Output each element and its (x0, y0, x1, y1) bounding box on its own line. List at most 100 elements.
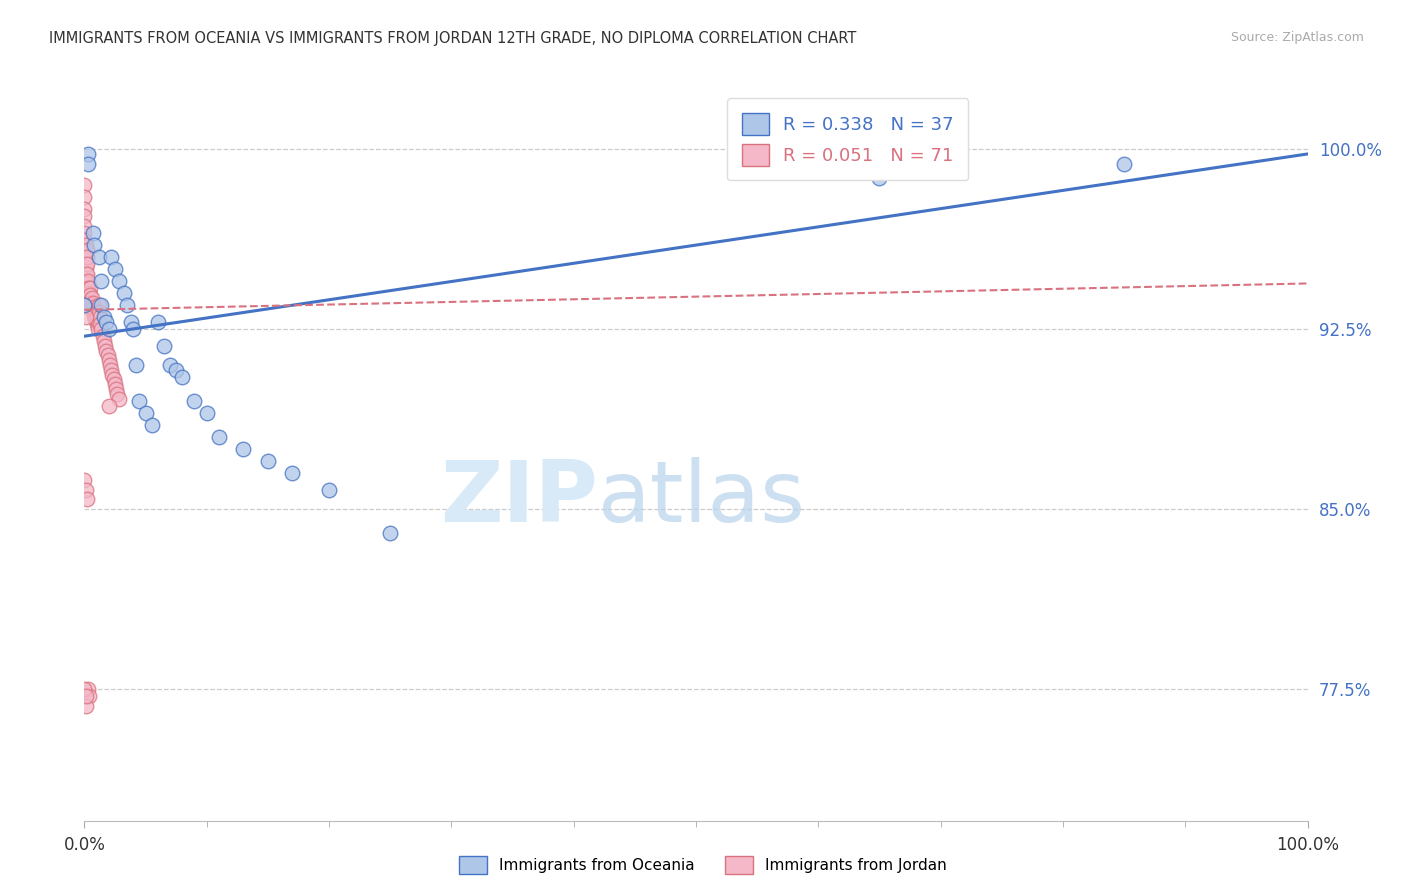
Point (83, 238, 105, 252)
Point (84, 312, 107, 326)
Point (141, 417, 163, 432)
Point (89, 317, 111, 331)
Point (97, 348, 120, 362)
Point (73, 190, 96, 204)
Point (75, 267, 97, 281)
Point (172, 370, 194, 384)
Point (75, 238, 97, 252)
Point (90, 298, 112, 312)
Point (281, 466, 304, 480)
Point (75, 483, 97, 497)
Point (73, 178, 96, 193)
Point (107, 274, 129, 288)
Point (75, 260, 97, 274)
Point (77, 295, 100, 310)
Legend: Immigrants from Oceania, Immigrants from Jordan: Immigrants from Oceania, Immigrants from… (453, 850, 953, 880)
Point (84, 305, 107, 319)
Point (122, 322, 145, 336)
Point (75, 698, 97, 713)
Point (82, 226, 104, 240)
Point (87, 250, 110, 264)
Point (75, 689, 97, 703)
Point (90, 322, 112, 336)
Point (73, 202, 96, 216)
Point (165, 363, 187, 377)
Point (100, 363, 122, 377)
Point (87, 322, 110, 336)
Point (97, 399, 120, 413)
Point (73, 298, 96, 312)
Point (100, 250, 122, 264)
Point (183, 394, 205, 409)
Point (75, 252, 97, 267)
Point (115, 298, 138, 312)
Point (87, 305, 110, 319)
Point (76, 243, 98, 257)
Text: Source: ZipAtlas.com: Source: ZipAtlas.com (1230, 31, 1364, 45)
Point (86, 310, 108, 324)
Point (80, 298, 103, 312)
Point (1114, 156, 1136, 170)
Point (79, 281, 101, 295)
Point (77, 281, 100, 295)
Point (77, 274, 100, 288)
Point (97, 353, 120, 368)
Point (195, 406, 218, 420)
Point (76, 492, 98, 507)
Point (76, 250, 98, 264)
Point (73, 681, 96, 696)
Point (91, 329, 114, 343)
Text: IMMIGRANTS FROM OCEANIA VS IMMIGRANTS FROM JORDAN 12TH GRADE, NO DIPLOMA CORRELA: IMMIGRANTS FROM OCEANIA VS IMMIGRANTS FR… (49, 31, 856, 46)
Point (135, 406, 157, 420)
Point (77, 156, 100, 170)
Point (120, 315, 142, 329)
Point (318, 483, 340, 497)
Point (77, 293, 100, 308)
Text: ZIP: ZIP (440, 458, 598, 541)
Point (90, 274, 112, 288)
Point (82, 295, 104, 310)
Point (79, 295, 101, 310)
Point (79, 288, 101, 302)
Point (73, 250, 96, 264)
Point (73, 298, 96, 312)
Point (77, 301, 100, 315)
Point (104, 377, 127, 392)
Point (80, 291, 103, 305)
Point (73, 226, 96, 240)
Point (94, 339, 117, 353)
Point (77, 286, 100, 301)
Point (83, 308, 105, 322)
Point (112, 286, 135, 301)
Point (82, 302, 104, 317)
Point (869, 170, 891, 185)
Point (104, 262, 127, 277)
Point (128, 394, 150, 409)
Point (77, 689, 100, 703)
Point (73, 219, 96, 233)
Point (77, 288, 100, 302)
Point (73, 233, 96, 247)
Point (380, 525, 402, 540)
Point (89, 310, 111, 324)
Point (76, 257, 98, 271)
Point (73, 243, 96, 257)
Point (232, 442, 254, 456)
Point (153, 339, 176, 353)
Point (105, 386, 128, 401)
Point (101, 368, 124, 382)
Text: atlas: atlas (598, 458, 806, 541)
Point (77, 681, 100, 696)
Point (86, 317, 108, 331)
Point (87, 298, 110, 312)
Point (75, 245, 97, 260)
Point (257, 454, 280, 468)
Point (98, 358, 121, 372)
Point (146, 315, 169, 329)
Point (83, 301, 105, 315)
Point (76, 267, 98, 281)
Point (107, 392, 129, 406)
Point (96, 315, 118, 329)
Point (73, 209, 96, 223)
Point (77, 147, 100, 161)
